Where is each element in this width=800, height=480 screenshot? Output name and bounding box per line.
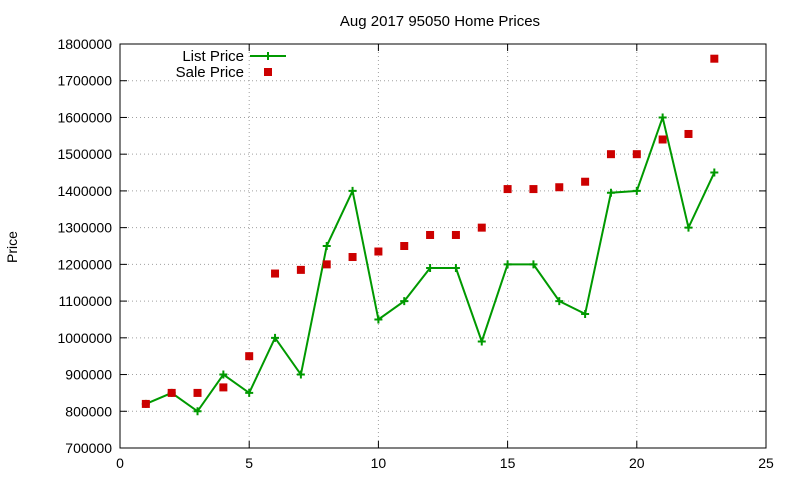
list-price-point	[271, 333, 280, 342]
y-tick-label: 1800000	[57, 36, 112, 52]
y-tick-label: 1600000	[57, 109, 112, 125]
legend-label: List Price	[182, 48, 244, 65]
sale-price-point	[710, 54, 719, 63]
x-tick-label: 10	[371, 455, 387, 471]
sale-price-point	[374, 247, 383, 256]
list-price-point	[348, 186, 357, 195]
list-price-point	[322, 242, 331, 250]
sale-price-point	[658, 135, 667, 144]
list-price-point	[374, 315, 383, 324]
x-tick-label: 25	[758, 455, 774, 471]
sale-price-point	[141, 399, 150, 408]
sale-price-point	[451, 230, 460, 239]
y-tick-label: 800000	[65, 403, 112, 419]
sale-price-point	[477, 223, 486, 232]
sale-price-point	[245, 352, 254, 361]
y-tick-label: 700000	[65, 440, 112, 456]
sale-price-point	[555, 183, 564, 192]
y-axis-label: Price	[4, 231, 20, 263]
sale-price-point	[219, 383, 228, 392]
list-price-point	[296, 370, 305, 379]
sale-price-point	[296, 265, 305, 274]
sale-price-point	[193, 388, 202, 397]
plot-border	[119, 43, 767, 449]
sale-price-point	[426, 230, 435, 239]
legend-label: Sale Price	[176, 64, 244, 81]
sale-price-point	[684, 129, 693, 138]
y-tick-label: 1000000	[57, 330, 112, 346]
sale-price-point	[606, 150, 615, 159]
list-price-point	[529, 260, 538, 269]
list-price-point	[451, 264, 460, 273]
sale-price-point	[529, 185, 538, 194]
y-tick-label: 1300000	[57, 220, 112, 236]
sale-price-point	[348, 253, 357, 262]
y-tick-label: 1200000	[57, 256, 112, 272]
x-tick-label: 20	[629, 455, 645, 471]
x-tick-label: 5	[245, 455, 253, 471]
list-price-point	[606, 188, 615, 197]
chart-title: Aug 2017 95050 Home Prices	[340, 13, 540, 30]
grid	[120, 44, 766, 448]
sale-price-point	[632, 150, 641, 159]
list-price-point	[581, 309, 590, 318]
axes: 0 5 10 15 20 25 700000 800000 900000 1000000 11000…	[57, 36, 774, 471]
list-price-point	[426, 264, 435, 273]
list-price-point	[193, 407, 202, 416]
legend-swatch-marker	[264, 52, 272, 60]
legend-swatch-marker	[264, 68, 272, 76]
list-price-point	[632, 186, 641, 195]
list-price-point	[245, 388, 254, 397]
y-tick-label: 1400000	[57, 183, 112, 199]
list-price-point	[477, 337, 486, 346]
sale-price-point	[271, 269, 280, 278]
sale-price-point	[400, 242, 409, 250]
list-price-point	[658, 113, 667, 122]
y-tick-label: 900000	[65, 367, 112, 383]
x-tick-label: 0	[116, 455, 124, 471]
x-tick-label: 15	[500, 455, 516, 471]
list-price-point	[710, 168, 719, 177]
sale-price-point	[581, 177, 590, 186]
series	[141, 54, 719, 416]
sale-price-point	[167, 388, 176, 397]
y-tick-label: 1700000	[57, 73, 112, 89]
list-price-point	[684, 223, 693, 232]
sale-price-point	[322, 260, 331, 269]
list-price-point	[400, 297, 409, 306]
y-tick-label: 1100000	[59, 293, 113, 309]
y-tick-label: 1500000	[57, 146, 112, 162]
list-price-point	[503, 260, 512, 269]
list-price-point	[219, 370, 228, 379]
list-price-point	[555, 297, 564, 306]
sale-price-point	[503, 185, 512, 194]
